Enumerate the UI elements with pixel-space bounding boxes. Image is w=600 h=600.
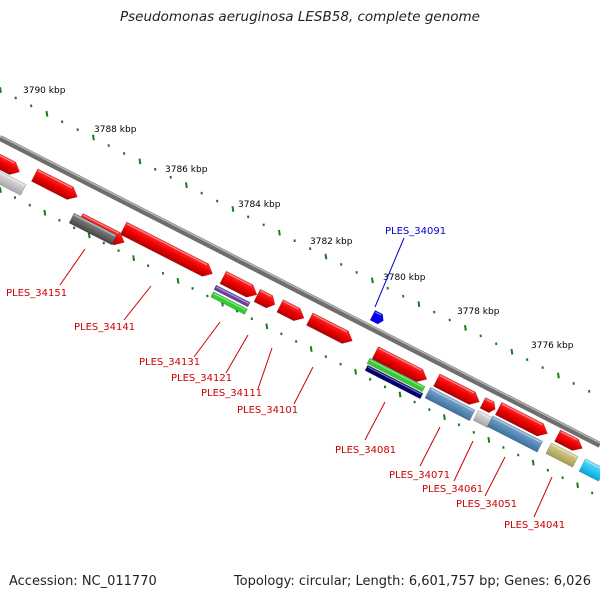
gene-feature[interactable] <box>68 212 118 246</box>
scale-tick <box>417 301 421 308</box>
scale-tick <box>487 436 491 443</box>
scale-tick <box>87 232 91 239</box>
genome-summary: Topology: circular; Length: 6,601,757 bp… <box>233 574 591 589</box>
gene-labels[interactable]: PLES_34151 PLES_34141 PLES_34131 PLES_34121… <box>6 226 565 531</box>
leader-line <box>453 440 474 482</box>
leader-line <box>293 366 314 405</box>
scale-tick <box>265 323 269 330</box>
gene-feature[interactable] <box>276 299 307 325</box>
gene-label[interactable]: PLES_34091 <box>385 226 446 237</box>
gene-label[interactable]: PLES_34141 <box>74 322 135 333</box>
scale-tick <box>278 229 281 236</box>
gene-label[interactable]: PLES_34051 <box>456 499 517 510</box>
scale-label: 3778 kbp <box>457 307 500 317</box>
scale-tick <box>464 325 467 331</box>
gene-label[interactable]: PLES_34071 <box>389 470 450 481</box>
gene-label[interactable]: PLES_34061 <box>422 484 483 495</box>
scale-labels: 3790 kbp 3788 kbp 3786 kbp 3784 kbp 3782 kbp… <box>23 86 574 351</box>
gene-feature[interactable] <box>472 410 494 428</box>
leader-line <box>533 476 553 518</box>
gene-label[interactable]: PLES_34081 <box>335 445 396 456</box>
scale-tick <box>398 391 402 398</box>
leader-line <box>193 321 221 358</box>
gene-feature[interactable] <box>0 153 23 178</box>
leader-line <box>419 426 441 467</box>
genome-backbone <box>0 135 600 448</box>
leader-line <box>59 248 86 286</box>
scale-tick <box>354 368 358 375</box>
scale-label: 3782 kbp <box>310 237 353 247</box>
scale-tick <box>443 414 446 421</box>
accession-text: Accession: NC_011770 <box>9 574 157 589</box>
gene-feature-purple[interactable] <box>213 284 251 308</box>
map-title: Pseudomonas aeruginosa LESB58, complete … <box>120 9 480 25</box>
gene-feature[interactable] <box>433 373 482 408</box>
scale-label: 3790 kbp <box>23 86 66 96</box>
scale-tick <box>510 348 514 355</box>
scale-tick <box>138 158 142 165</box>
scale-tick <box>92 134 95 141</box>
scale-tick <box>132 255 136 262</box>
gene-feature[interactable] <box>306 312 355 347</box>
scale-label: 3784 kbp <box>238 200 281 210</box>
gene-feature[interactable] <box>219 270 260 301</box>
scale-label: 3776 kbp <box>531 341 574 351</box>
gene-feature-khaki[interactable] <box>545 442 579 468</box>
gene-feature-cyan[interactable] <box>578 458 600 482</box>
scale-tick <box>324 253 328 260</box>
gene-label[interactable]: PLES_34151 <box>6 288 67 299</box>
scale-tick <box>576 482 580 489</box>
scale-tick <box>0 87 2 93</box>
scale-tick <box>557 372 560 379</box>
scale-tick <box>176 277 180 284</box>
gene-feature-green[interactable] <box>366 357 426 393</box>
gene-feature[interactable] <box>119 221 215 280</box>
leader-line <box>123 285 152 321</box>
gene-label[interactable]: PLES_34101 <box>237 405 298 416</box>
gene-label[interactable]: PLES_34121 <box>171 373 232 384</box>
leader-line <box>364 401 386 441</box>
leader-line <box>374 237 405 308</box>
leader-line <box>225 334 249 374</box>
scale-tick <box>231 206 235 212</box>
label-leaders <box>59 237 553 518</box>
scale-label: 3786 kbp <box>165 165 208 175</box>
gene-feature[interactable] <box>253 288 278 311</box>
gene-feature-navy[interactable] <box>364 364 424 400</box>
scale-tick <box>309 346 313 352</box>
gene-feature[interactable] <box>554 429 586 454</box>
gene-label[interactable]: PLES_34041 <box>504 520 565 531</box>
gene-feature[interactable] <box>494 401 550 440</box>
scale-ticks <box>0 87 594 495</box>
scale-tick <box>45 110 49 117</box>
gene-feature-steelblue[interactable] <box>486 415 544 453</box>
scale-tick <box>185 182 188 189</box>
scale-label: 3780 kbp <box>383 273 426 283</box>
scale-label: 3788 kbp <box>94 125 137 135</box>
scale-tick <box>371 277 374 284</box>
gene-label[interactable]: PLES_34111 <box>201 388 262 399</box>
gene-feature[interactable] <box>479 397 498 414</box>
gene-feature-green[interactable] <box>210 291 248 315</box>
scale-tick <box>43 209 47 216</box>
gene-feature[interactable] <box>31 168 80 203</box>
gene-features[interactable] <box>0 153 600 482</box>
gene-feature-steelblue[interactable] <box>424 386 476 422</box>
scale-tick <box>531 459 535 466</box>
gene-feature-blue[interactable] <box>369 309 386 325</box>
leader-line <box>484 456 506 497</box>
leader-line <box>257 347 273 390</box>
gene-feature[interactable] <box>0 170 27 196</box>
gene-feature[interactable] <box>371 346 430 386</box>
gene-label[interactable]: PLES_34131 <box>139 357 200 368</box>
scale-tick <box>0 187 2 193</box>
